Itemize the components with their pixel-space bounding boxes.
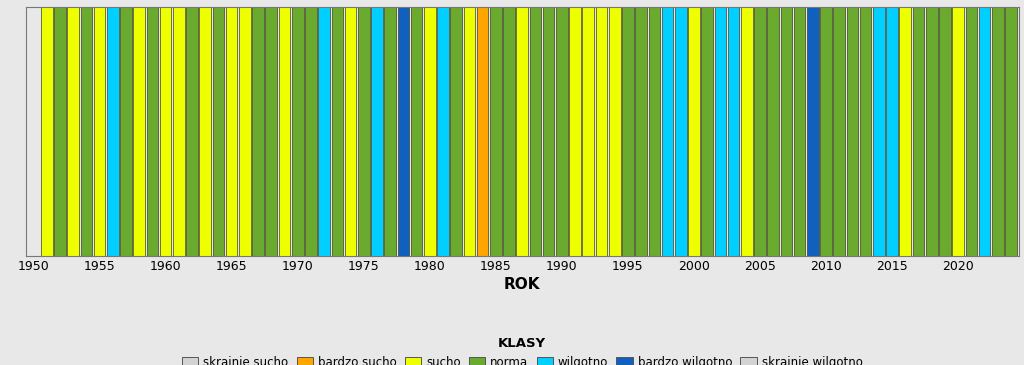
Bar <box>728 7 739 256</box>
Bar <box>741 7 753 256</box>
Bar <box>926 7 938 256</box>
Bar <box>662 7 674 256</box>
Bar <box>847 7 858 256</box>
Bar <box>556 7 567 256</box>
Bar <box>543 7 554 256</box>
Bar <box>529 7 542 256</box>
Bar <box>81 7 92 256</box>
Bar <box>424 7 435 256</box>
Bar <box>675 7 686 256</box>
Bar <box>133 7 145 256</box>
Bar <box>464 7 475 256</box>
Bar <box>265 7 278 256</box>
Bar <box>609 7 621 256</box>
Bar <box>701 7 713 256</box>
Bar <box>437 7 449 256</box>
Bar <box>358 7 370 256</box>
Bar <box>755 7 766 256</box>
Bar <box>596 7 607 256</box>
Bar <box>966 7 977 256</box>
Bar <box>411 7 422 256</box>
Bar <box>648 7 660 256</box>
Bar <box>292 7 303 256</box>
Bar <box>899 7 911 256</box>
Bar <box>583 7 594 256</box>
Bar <box>252 7 264 256</box>
Bar <box>794 7 806 256</box>
Bar <box>54 7 66 256</box>
Bar <box>860 7 871 256</box>
Bar <box>106 7 119 256</box>
Bar <box>200 7 211 256</box>
Bar <box>146 7 159 256</box>
Bar <box>767 7 779 256</box>
Bar <box>820 7 831 256</box>
Bar <box>318 7 330 256</box>
Bar <box>503 7 515 256</box>
Bar <box>345 7 356 256</box>
Bar <box>1006 7 1017 256</box>
X-axis label: ROK: ROK <box>504 277 541 292</box>
Bar <box>569 7 581 256</box>
Bar <box>186 7 198 256</box>
Bar <box>279 7 290 256</box>
Bar <box>623 7 634 256</box>
Bar <box>451 7 462 256</box>
Legend: skrajnie sucho, bardzo sucho, sucho, norma, wilgotno, bardzo wilgotno, skrajnie : skrajnie sucho, bardzo sucho, sucho, nor… <box>177 333 867 365</box>
Bar <box>952 7 964 256</box>
Bar <box>371 7 383 256</box>
Bar <box>226 7 238 256</box>
Bar <box>886 7 898 256</box>
Bar <box>635 7 647 256</box>
Bar <box>160 7 171 256</box>
Bar <box>912 7 925 256</box>
Bar <box>173 7 184 256</box>
Bar <box>384 7 396 256</box>
Bar <box>68 7 79 256</box>
Bar <box>332 7 343 256</box>
Bar <box>397 7 410 256</box>
Bar <box>120 7 132 256</box>
Bar <box>979 7 990 256</box>
Bar <box>992 7 1004 256</box>
Bar <box>239 7 251 256</box>
Bar <box>834 7 845 256</box>
Bar <box>490 7 502 256</box>
Bar <box>305 7 316 256</box>
Bar <box>516 7 528 256</box>
Bar <box>873 7 885 256</box>
Bar <box>715 7 726 256</box>
Bar <box>939 7 950 256</box>
Bar <box>807 7 818 256</box>
Bar <box>213 7 224 256</box>
Bar <box>688 7 699 256</box>
Bar <box>477 7 488 256</box>
Bar <box>94 7 105 256</box>
Bar <box>41 7 52 256</box>
Bar <box>780 7 793 256</box>
